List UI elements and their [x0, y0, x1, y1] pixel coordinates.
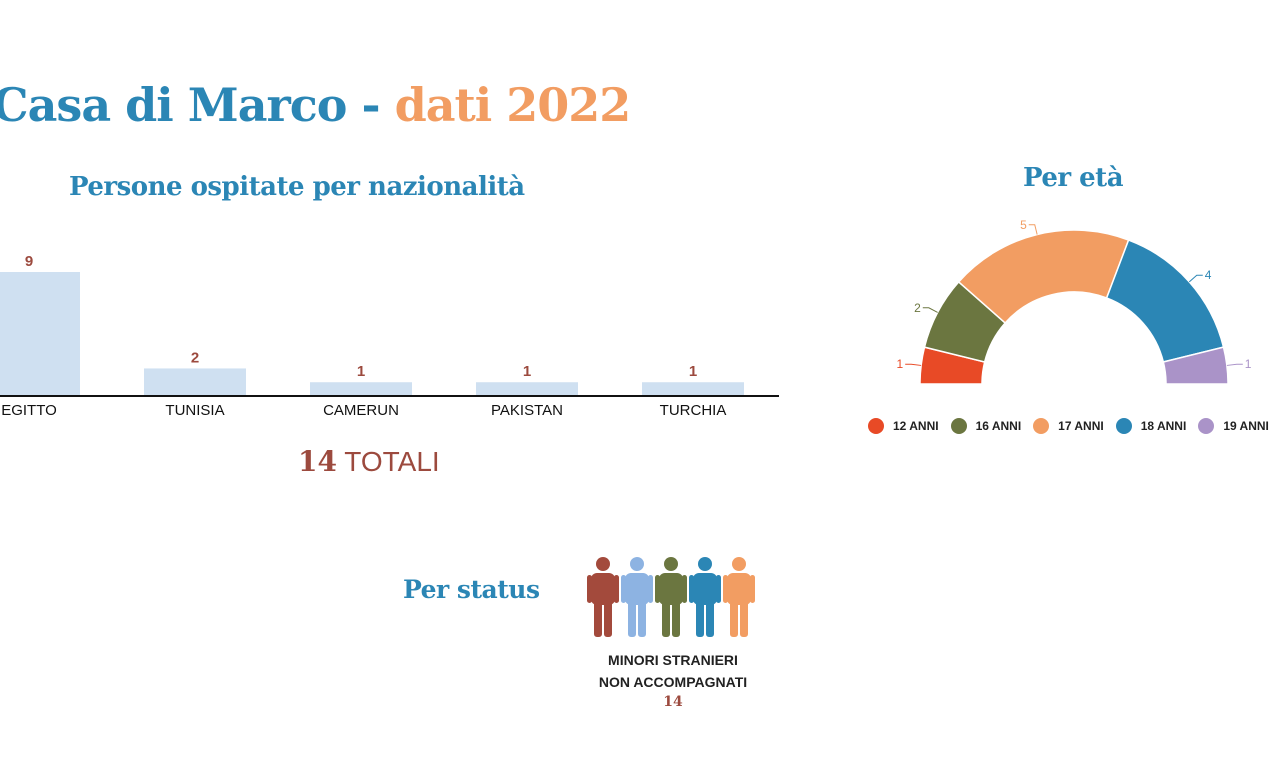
person-icon — [621, 557, 653, 637]
age-semi-donut-chart: 1 2 5 4 1 — [897, 218, 1252, 385]
legend-item: 17 ANNI — [1033, 418, 1104, 434]
bar-value-label: 1 — [689, 363, 697, 380]
bar-tunisia — [144, 368, 246, 396]
person-icon — [587, 557, 619, 637]
age-legend: 12 ANNI 16 ANNI 17 ANNI 18 ANNI 19 ANNI — [868, 418, 1269, 434]
bar-value-label: 1 — [357, 363, 365, 380]
page-title-year: dati 2022 — [394, 78, 632, 132]
legend-label: 17 ANNI — [1058, 419, 1104, 433]
donut-value-label: 2 — [914, 301, 921, 315]
donut-label-connector — [1226, 363, 1243, 366]
legend-item: 12 ANNI — [868, 418, 939, 434]
total-number: 14 — [298, 445, 337, 478]
person-icon — [689, 557, 721, 637]
page-title-main: Casa di Marco - — [0, 78, 395, 132]
legend-label: 18 ANNI — [1140, 419, 1187, 433]
people-figures — [587, 557, 755, 637]
bar-category-label: PAKISTAN — [491, 402, 563, 419]
legend-label: 12 ANNI — [893, 419, 939, 433]
donut-label-connector — [1188, 274, 1203, 283]
bar-pakistan — [476, 382, 578, 396]
total-label: TOTALI — [336, 446, 440, 477]
donut-value-label: 1 — [897, 357, 904, 371]
page-title: Casa di Marco - dati 2022 — [0, 78, 632, 132]
legend-item: 16 ANNI — [950, 418, 1022, 434]
bar-egitto — [0, 272, 80, 396]
status-caption-line2: NON ACCOMPAGNATI — [598, 674, 748, 690]
bar-turchia — [642, 382, 744, 396]
status-caption-line1: MINORI STRANIERI — [608, 652, 738, 668]
donut-value-label: 5 — [1020, 218, 1027, 232]
bar-category-label: EGITTO — [1, 402, 57, 419]
legend-label: 19 ANNI — [1223, 419, 1269, 433]
donut-slice-18-anni — [1105, 239, 1225, 363]
nationality-bar-chart: 9 EGITTO 2 TUNISIA 1 CAMERUN 1 PAKISTAN 1 TURCHIA — [0, 253, 779, 419]
bar-value-label: 1 — [523, 363, 531, 380]
status-caption: MINORI STRANIERI NON ACCOMPAGNATI — [572, 649, 774, 693]
bar-category-label: TUNISIA — [165, 402, 224, 419]
legend-swatch — [868, 418, 884, 434]
legend-item: 19 ANNI — [1198, 418, 1269, 434]
person-icon — [723, 557, 755, 637]
legend-swatch — [1033, 418, 1050, 434]
donut-value-label: 1 — [1245, 357, 1252, 371]
bar-category-label: CAMERUN — [323, 402, 399, 419]
donut-slice-19-anni — [1162, 346, 1229, 385]
legend-item: 18 ANNI — [1115, 418, 1187, 434]
total-summary: 14 TOTALI — [298, 445, 440, 478]
donut-label-connector — [905, 363, 922, 366]
bar-chart-title: Persone ospitate per nazionalità — [69, 172, 525, 202]
legend-label: 16 ANNI — [975, 419, 1022, 433]
pie-chart-title: Per età — [1023, 163, 1124, 193]
bar-category-label: TURCHIA — [660, 402, 727, 419]
bar-value-label: 2 — [191, 349, 199, 366]
status-title: Per status — [403, 575, 540, 604]
donut-value-label: 4 — [1205, 268, 1212, 282]
donut-label-connector — [1028, 224, 1038, 235]
person-icon — [655, 557, 687, 637]
status-count: 14 — [663, 694, 683, 710]
donut-label-connector — [922, 307, 938, 313]
legend-swatch — [950, 418, 967, 434]
bar-camerun — [310, 382, 412, 396]
legend-swatch — [1198, 418, 1215, 434]
legend-swatch — [1115, 418, 1132, 434]
bar-value-label: 9 — [25, 253, 33, 270]
